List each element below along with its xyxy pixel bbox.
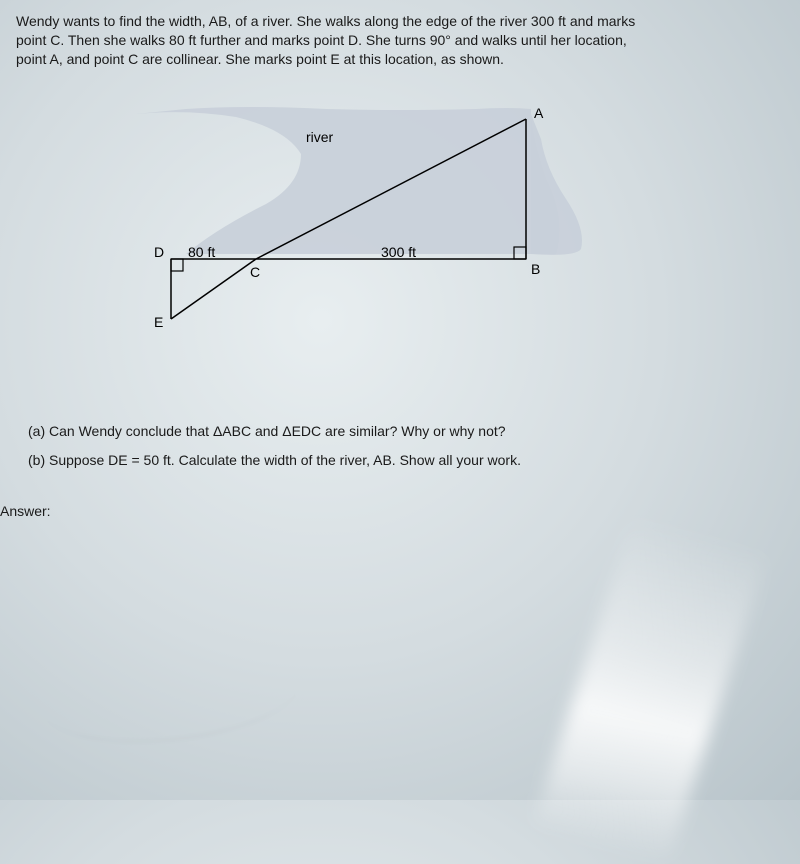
river-fill — [136, 107, 559, 254]
point-e: E — [154, 314, 163, 330]
photo-shadow — [36, 637, 304, 754]
point-c: C — [250, 264, 260, 280]
river-tail — [531, 114, 582, 255]
questions-block: (a) Can Wendy conclude that ΔABC and ΔED… — [28, 419, 784, 473]
question-b: (b) Suppose DE = 50 ft. Calculate the wi… — [28, 448, 784, 473]
point-a: A — [534, 105, 543, 121]
line-ec — [171, 259, 256, 319]
problem-line-3: point A, and point C are collinear. She … — [16, 51, 504, 67]
right-angle-d — [171, 259, 183, 271]
point-b: B — [531, 261, 540, 277]
problem-statement: Wendy wants to find the width, AB, of a … — [16, 12, 776, 69]
problem-line-1: Wendy wants to find the width, AB, of a … — [16, 13, 635, 29]
photo-glare — [534, 516, 766, 864]
diagram-svg — [126, 99, 626, 369]
geometry-diagram: river A B C D E 80 ft 300 ft — [126, 99, 626, 369]
label-river: river — [306, 129, 333, 145]
question-a: (a) Can Wendy conclude that ΔABC and ΔED… — [28, 419, 784, 444]
answer-label: Answer: — [0, 503, 784, 519]
measure-dc: 80 ft — [188, 244, 215, 260]
problem-line-2: point C. Then she walks 80 ft further an… — [16, 32, 627, 48]
point-d: D — [154, 244, 164, 260]
measure-cb: 300 ft — [381, 244, 416, 260]
